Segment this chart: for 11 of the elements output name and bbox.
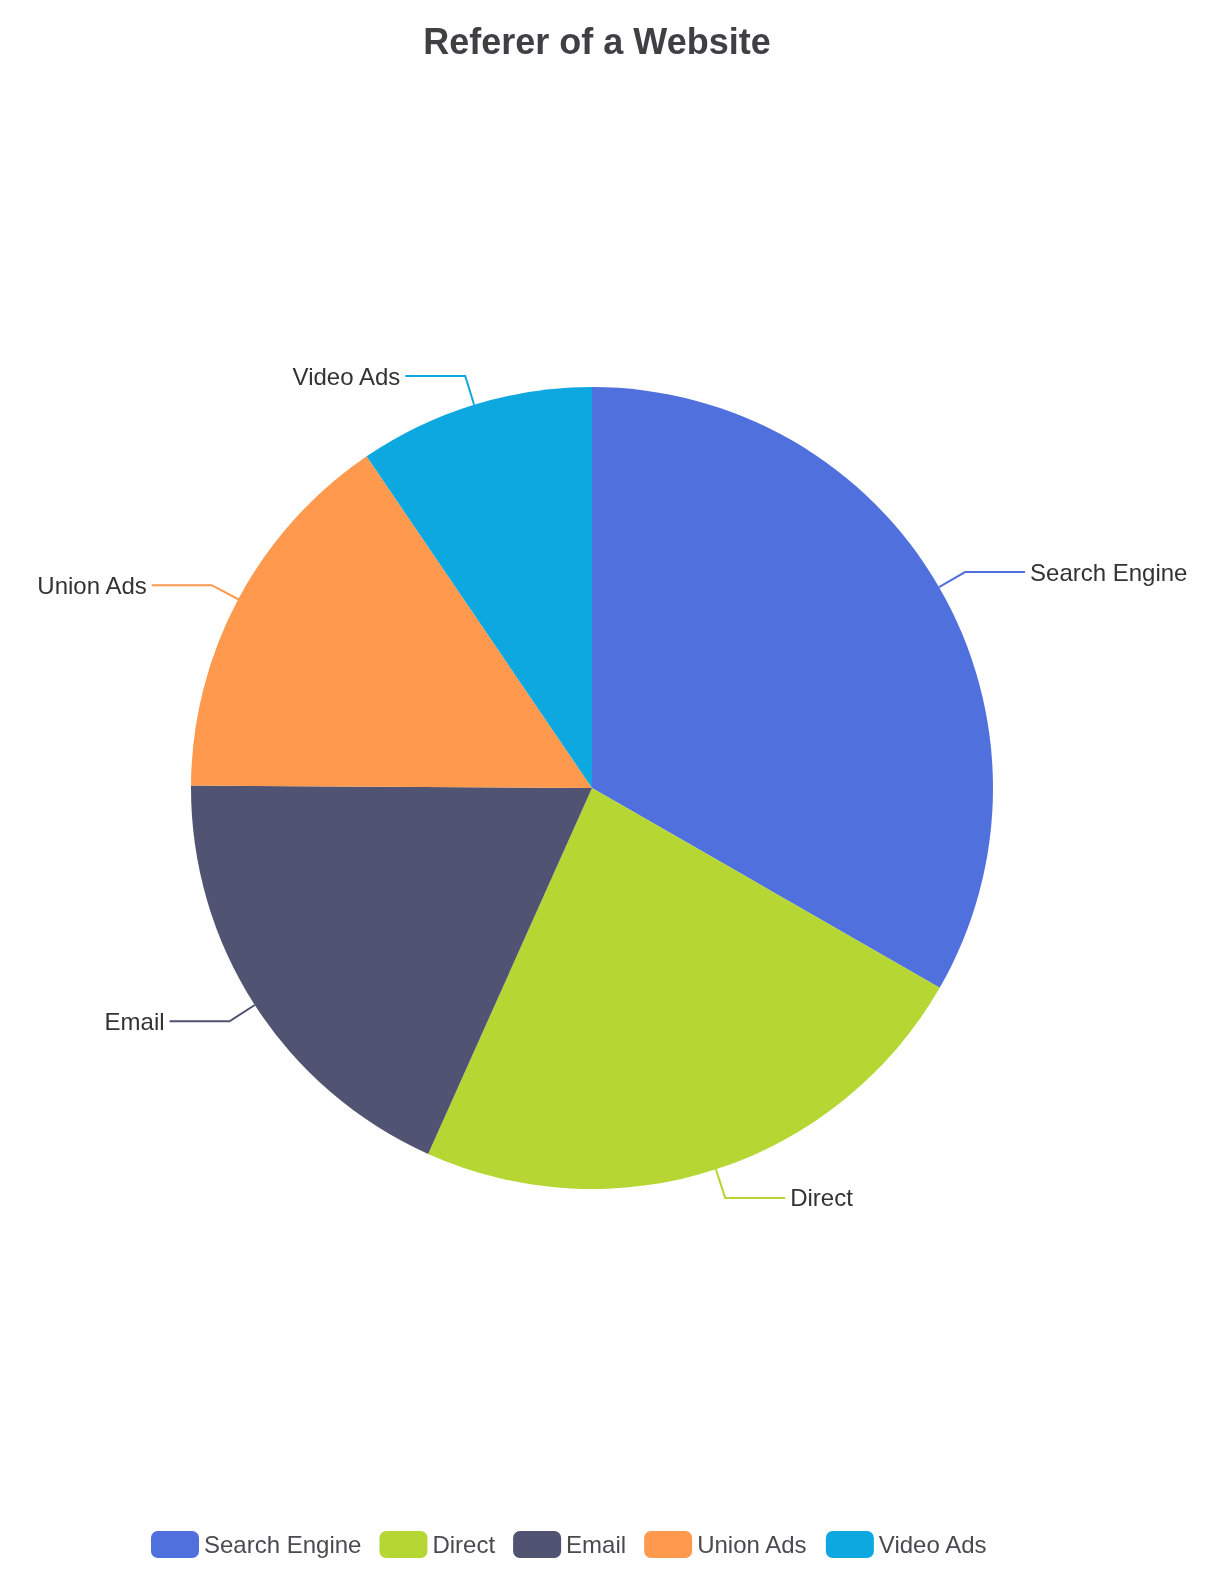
legend-label: Video Ads: [878, 1531, 987, 1558]
slice-label: Direct: [790, 1184, 854, 1212]
legend-label: Email: [566, 1531, 627, 1558]
legend-label: Direct: [432, 1531, 496, 1558]
slice-label: Email: [104, 1007, 165, 1035]
legend-label: Search Engine: [204, 1531, 362, 1558]
legend-label: Union Ads: [697, 1531, 807, 1558]
slice-label: Search Engine: [1030, 558, 1188, 586]
slice-label: Union Ads: [37, 571, 147, 599]
chart-title: Referer of a Website: [423, 20, 771, 62]
slice-label: Video Ads: [292, 362, 401, 390]
